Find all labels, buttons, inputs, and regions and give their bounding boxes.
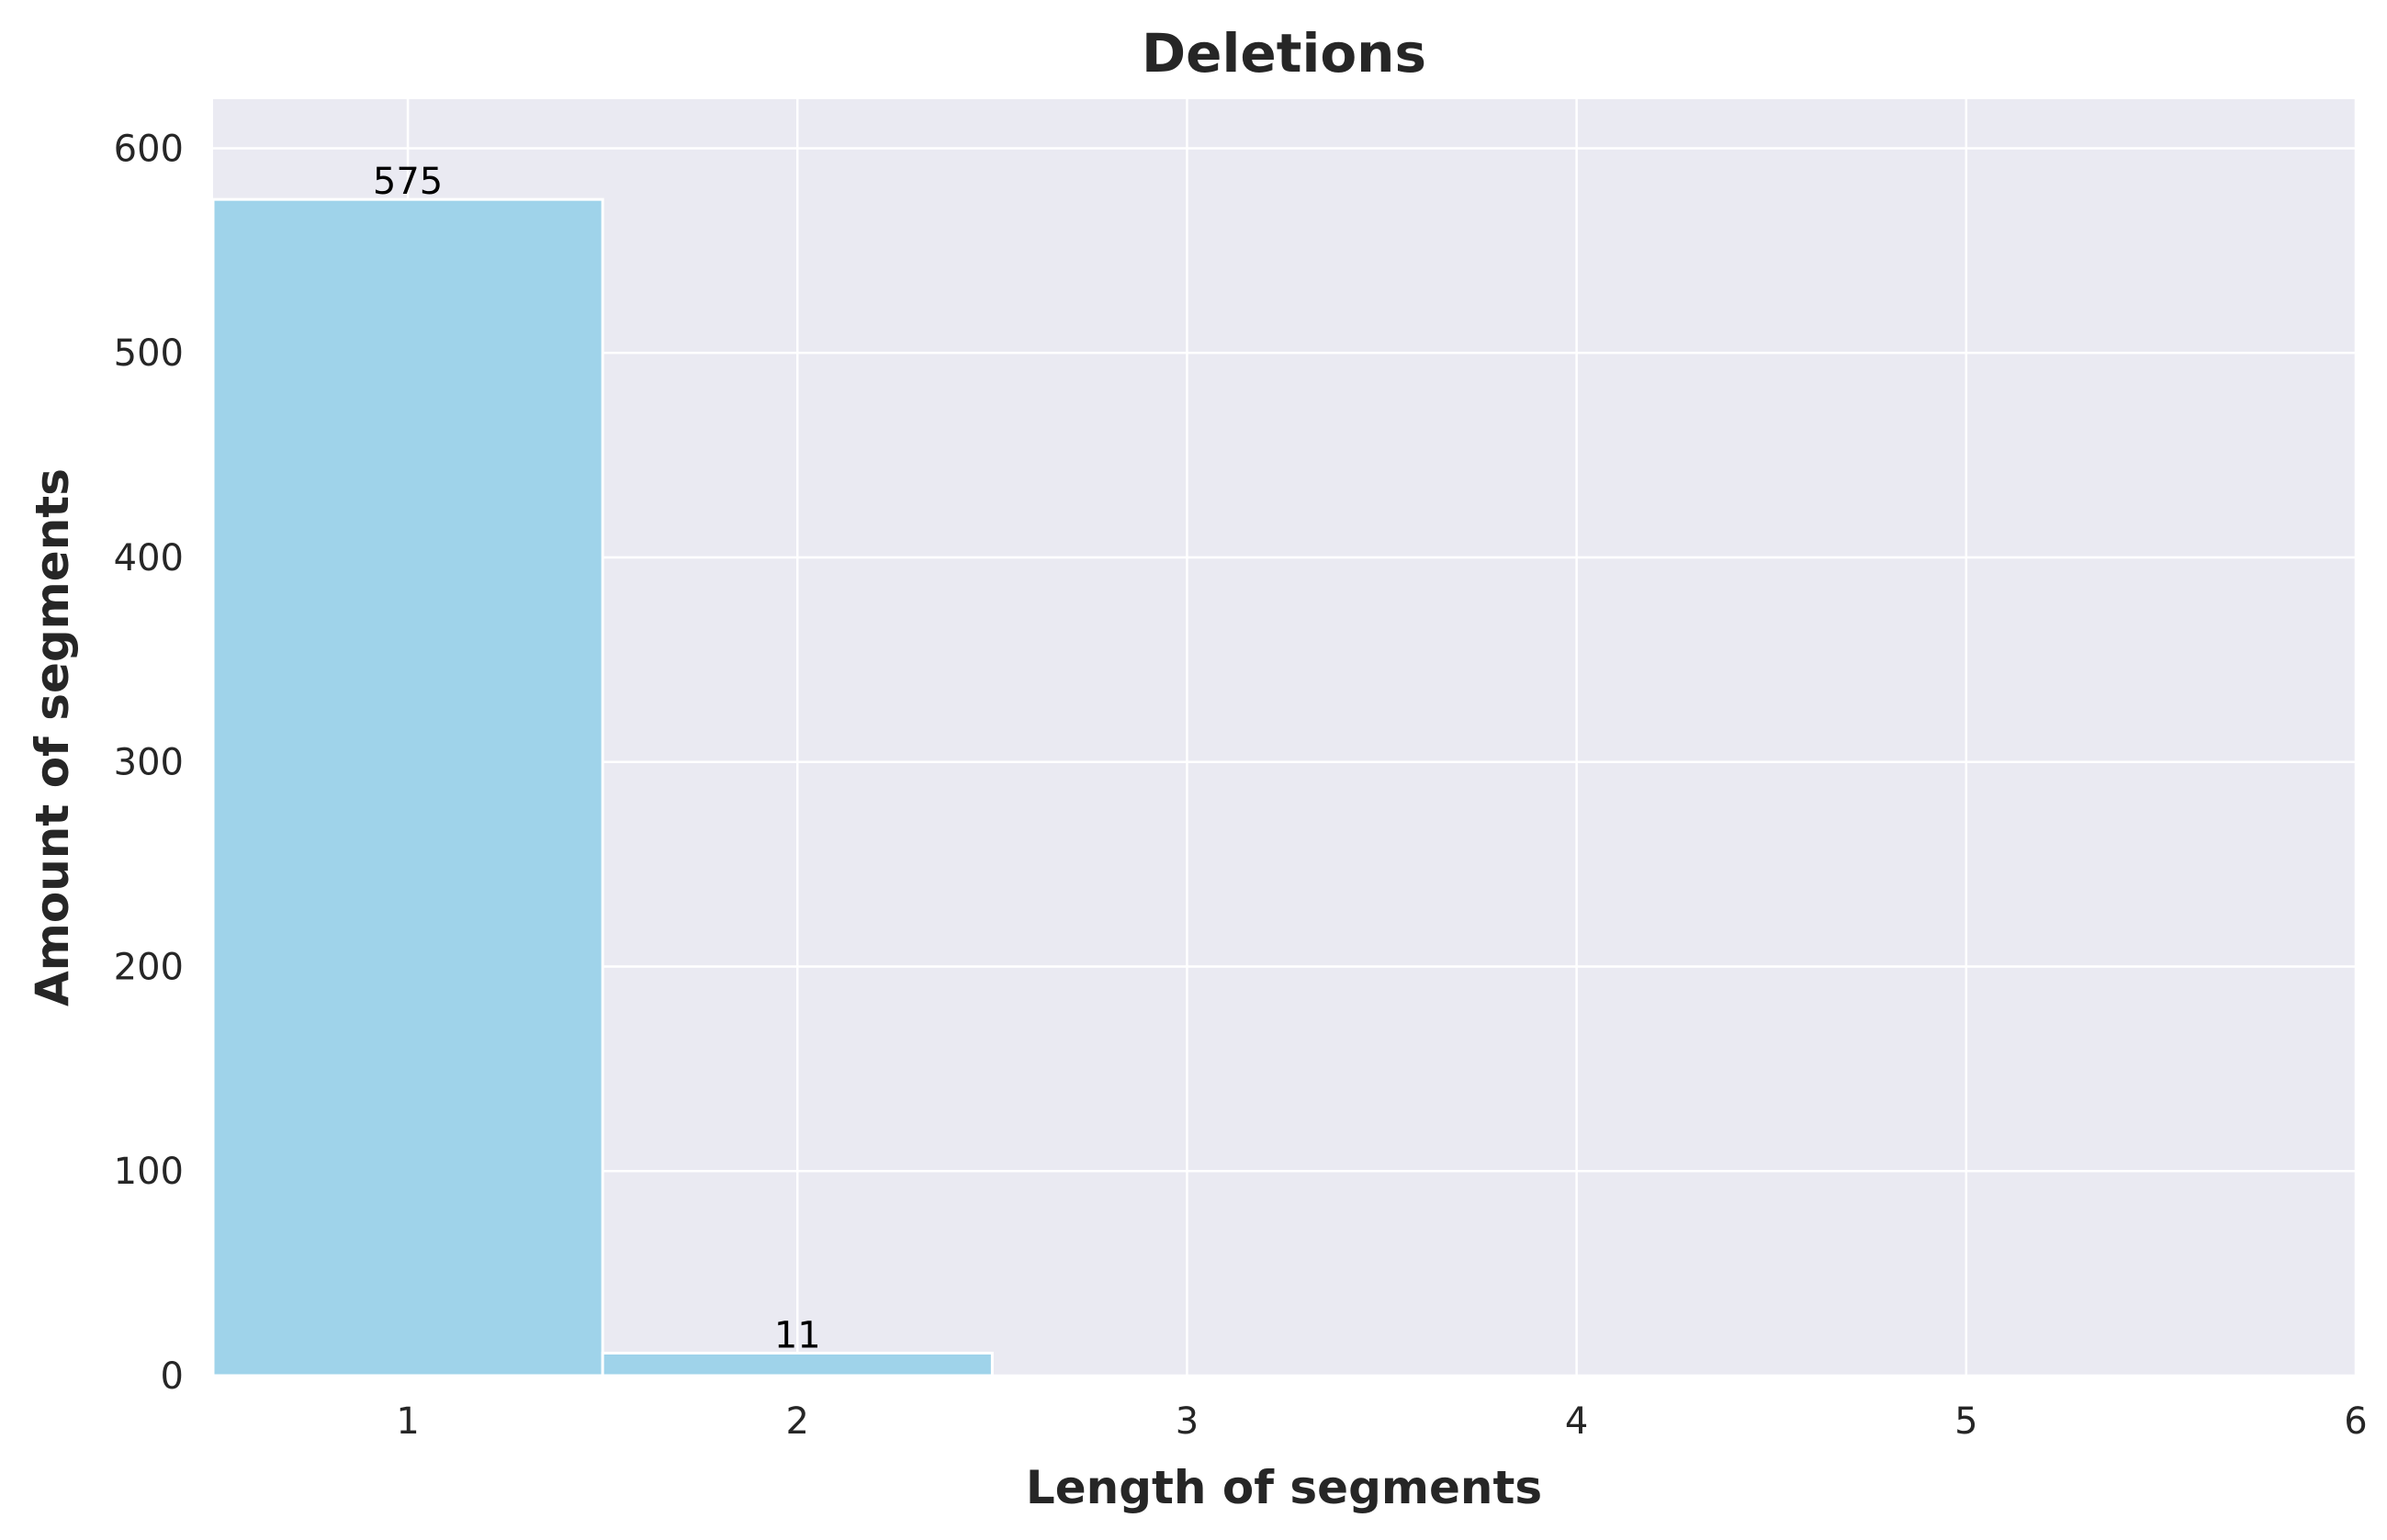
y-tick-label: 400 (114, 537, 184, 579)
x-tick-label: 1 (396, 1400, 419, 1443)
x-tick-label: 4 (1565, 1400, 1588, 1443)
bar (211, 197, 604, 1377)
y-tick-label: 100 (114, 1151, 184, 1193)
y-tick-label: 200 (114, 946, 184, 988)
x-axis-label: Length of segments (1026, 1461, 1542, 1514)
bar-value-label: 575 (373, 161, 443, 203)
bar-labels: 575 11 (373, 161, 821, 1356)
y-axis-label: Amount of segments (26, 468, 79, 1006)
x-tick-label: 3 (1176, 1400, 1199, 1443)
chart-title: Deletions (1142, 22, 1426, 84)
x-tick-labels: 1 2 3 4 5 6 (396, 1400, 2367, 1443)
y-tick-labels: 0 100 200 300 400 500 600 (114, 128, 184, 1398)
x-tick-label: 2 (786, 1400, 809, 1443)
bar-value-label: 11 (774, 1314, 821, 1356)
y-tick-label: 0 (161, 1355, 184, 1398)
x-tick-label: 6 (2344, 1400, 2367, 1443)
y-tick-label: 300 (114, 742, 184, 784)
bars (211, 197, 994, 1377)
x-tick-label: 5 (1954, 1400, 1977, 1443)
y-tick-label: 500 (114, 332, 184, 375)
y-tick-label: 600 (114, 128, 184, 170)
bar (601, 1351, 994, 1377)
